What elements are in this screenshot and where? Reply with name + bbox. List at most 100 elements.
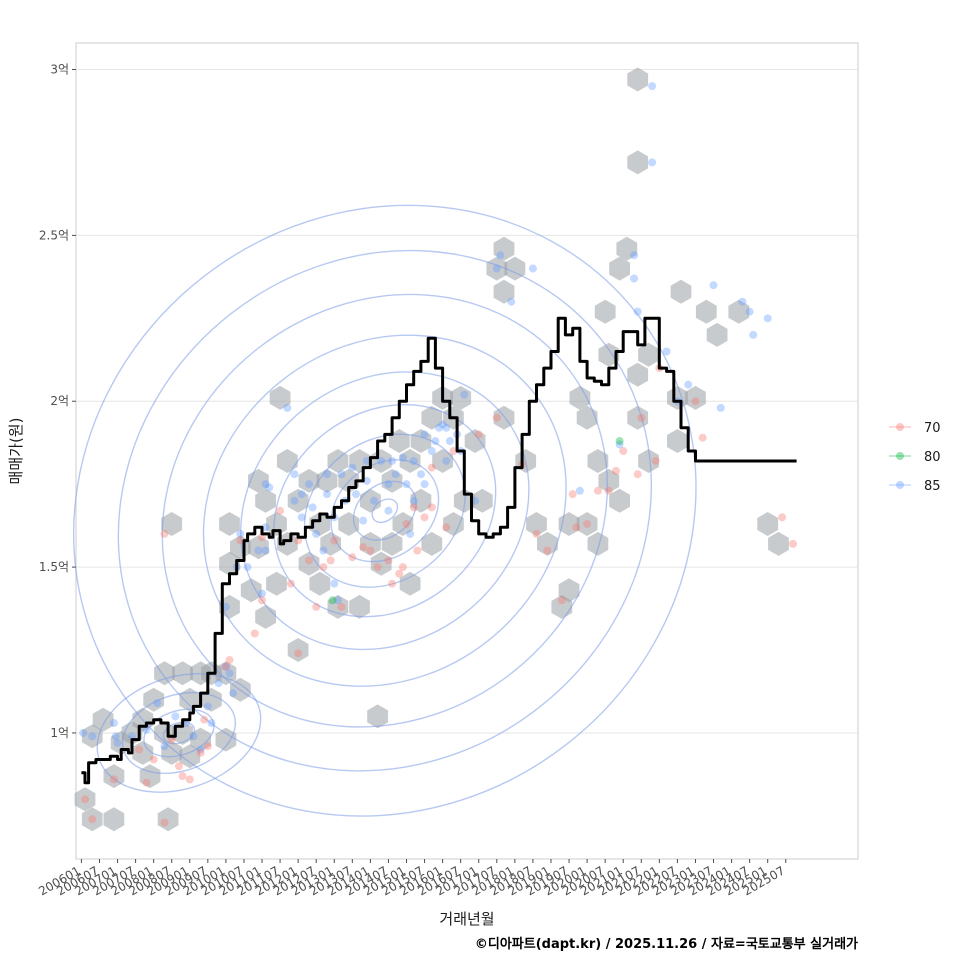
data-point-70 bbox=[160, 529, 169, 538]
data-point-70 bbox=[402, 519, 411, 528]
legend-label: 80 bbox=[924, 450, 941, 465]
data-point-85 bbox=[304, 480, 313, 489]
data-point-85 bbox=[438, 420, 447, 429]
data-point-85 bbox=[409, 496, 418, 505]
data-point-85 bbox=[442, 456, 451, 465]
data-point-85 bbox=[221, 662, 230, 671]
hex-bin bbox=[685, 385, 706, 410]
data-point-85 bbox=[630, 274, 639, 283]
data-point-70 bbox=[326, 556, 335, 565]
data-point-70 bbox=[395, 569, 404, 578]
data-point-85 bbox=[323, 490, 332, 499]
density-contours bbox=[73, 204, 697, 817]
data-point-85 bbox=[648, 158, 657, 167]
data-point-85 bbox=[630, 251, 639, 260]
data-point-85 bbox=[207, 719, 216, 727]
data-point-70 bbox=[250, 629, 259, 638]
data-point-70 bbox=[337, 602, 346, 611]
data-point-80 bbox=[328, 596, 337, 605]
data-point-85 bbox=[359, 516, 368, 525]
data-point-70 bbox=[691, 397, 700, 406]
hex-bin bbox=[309, 571, 331, 596]
data-point-70 bbox=[788, 539, 797, 548]
data-point-85 bbox=[369, 496, 378, 505]
data-point-85 bbox=[88, 732, 97, 741]
hex-bin bbox=[154, 661, 175, 686]
data-point-85 bbox=[528, 264, 537, 273]
data-point-85 bbox=[337, 470, 346, 479]
data-point-70 bbox=[532, 529, 541, 538]
data-point-85 bbox=[323, 470, 332, 479]
data-point-85 bbox=[362, 456, 371, 465]
data-point-70 bbox=[258, 596, 267, 605]
hex-bin bbox=[706, 322, 728, 347]
data-point-85 bbox=[388, 456, 397, 465]
data-point-85 bbox=[416, 470, 425, 479]
hex-bin bbox=[526, 512, 547, 536]
data-point-85 bbox=[575, 486, 584, 495]
y-axis-title: 매매가(원) bbox=[7, 418, 25, 485]
trend-line-group bbox=[81, 316, 797, 785]
data-point-85 bbox=[312, 529, 321, 538]
density-contour bbox=[352, 480, 417, 541]
data-point-85 bbox=[745, 307, 754, 316]
data-point-70 bbox=[330, 536, 339, 545]
hex-bin bbox=[587, 449, 609, 473]
data-point-85 bbox=[384, 506, 393, 515]
data-point-70 bbox=[619, 447, 628, 455]
hex-bin bbox=[309, 512, 331, 536]
trend-line bbox=[81, 316, 797, 785]
y-tick-label: 1.5억 bbox=[39, 560, 69, 574]
hex-bin bbox=[432, 449, 453, 473]
data-point-85 bbox=[384, 480, 393, 489]
data-point-70 bbox=[109, 775, 118, 784]
density-contour bbox=[117, 249, 652, 772]
data-point-85 bbox=[265, 483, 274, 492]
hex-bin bbox=[638, 342, 659, 367]
hex-bin bbox=[757, 512, 779, 536]
data-point-70 bbox=[442, 523, 451, 532]
data-point-85 bbox=[203, 702, 212, 711]
hex-bin bbox=[627, 150, 649, 175]
data-point-85 bbox=[684, 380, 693, 389]
data-point-70 bbox=[304, 556, 313, 565]
data-point-85 bbox=[749, 330, 758, 339]
data-point-85 bbox=[709, 281, 718, 290]
data-point-85 bbox=[406, 529, 415, 538]
data-point-70 bbox=[388, 579, 397, 588]
data-point-85 bbox=[348, 463, 357, 472]
data-point-70 bbox=[225, 655, 234, 664]
density-contour bbox=[161, 293, 609, 728]
data-point-70 bbox=[276, 506, 285, 515]
hex-bin bbox=[609, 256, 630, 281]
hex-bin bbox=[103, 807, 125, 832]
data-point-70 bbox=[88, 815, 97, 824]
data-point-85 bbox=[79, 728, 88, 737]
hex-bin bbox=[219, 512, 240, 536]
data-point-70 bbox=[312, 602, 321, 611]
hex-bin bbox=[161, 512, 183, 536]
hex-bin bbox=[269, 385, 291, 410]
hex-bin bbox=[443, 512, 464, 536]
hex-bin bbox=[219, 551, 240, 576]
data-point-70 bbox=[651, 456, 660, 465]
data-point-85 bbox=[398, 453, 407, 462]
density-contour bbox=[73, 204, 697, 817]
data-point-85 bbox=[290, 470, 299, 479]
density-contour bbox=[371, 498, 399, 524]
data-point-70 bbox=[492, 413, 501, 422]
hex-bin bbox=[616, 236, 638, 261]
data-point-70 bbox=[637, 413, 646, 422]
data-point-85 bbox=[111, 732, 120, 741]
y-tick-label: 3억 bbox=[50, 63, 69, 77]
data-point-85 bbox=[442, 423, 451, 432]
density-contour bbox=[162, 721, 196, 745]
hex-bin bbox=[157, 807, 179, 832]
data-point-85 bbox=[362, 476, 371, 485]
legend-key-point bbox=[896, 452, 904, 460]
hex-bin bbox=[728, 299, 750, 324]
hex-bin bbox=[287, 638, 309, 662]
plot-panel bbox=[75, 42, 859, 860]
data-point-85 bbox=[258, 589, 267, 598]
hex-bin bbox=[74, 787, 96, 812]
